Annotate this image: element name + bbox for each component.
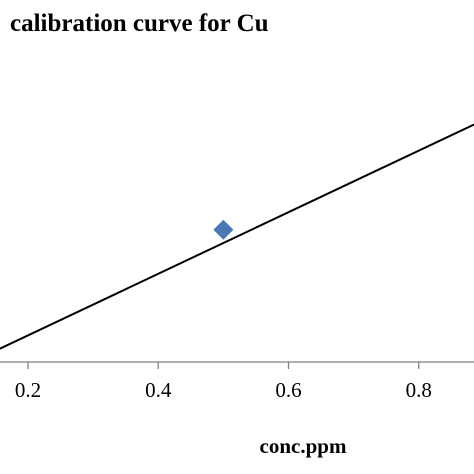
x-tick-label: 0.2 [15,378,41,402]
trendline [0,123,474,350]
x-tick-label: 0.4 [145,378,172,402]
plot-area: 0.2 0.4 0.6 0.8 [0,123,474,402]
series-layer [0,123,474,350]
x-tick-label: 0.8 [406,378,432,402]
data-point-diamond [213,219,234,240]
x-tick-labels: 0.2 0.4 0.6 0.8 [15,378,432,402]
x-ticks [27,362,420,369]
chart-title: calibration curve for Cu [10,10,269,37]
x-tick-label: 0.6 [275,378,301,402]
x-axis-label: conc.ppm [260,434,347,458]
